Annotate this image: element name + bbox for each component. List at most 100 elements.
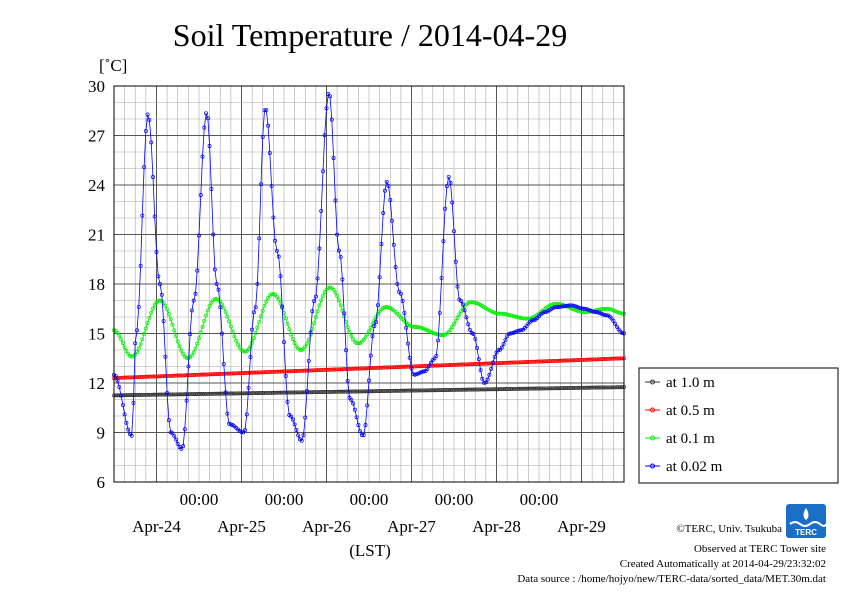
- series-point: [193, 346, 198, 351]
- series-point: [297, 390, 302, 395]
- series-point: [514, 314, 518, 319]
- series-point: [618, 311, 623, 316]
- series-point: [122, 345, 127, 350]
- series-point: [119, 337, 124, 342]
- y-tick-label: 24: [88, 176, 106, 195]
- series-point: [338, 254, 343, 259]
- series-point: [244, 412, 249, 417]
- series-point: [469, 362, 474, 367]
- series-point: [282, 340, 286, 345]
- observed-text: Observed at TERC Tower site: [694, 543, 826, 555]
- series-point: [574, 304, 579, 309]
- series-point: [135, 350, 139, 354]
- series-point: [363, 423, 368, 427]
- series-point: [292, 422, 297, 427]
- x-axis-label: (LST): [349, 541, 391, 560]
- series-point: [280, 369, 285, 374]
- series-point: [205, 116, 210, 121]
- series-point: [315, 368, 320, 373]
- series-point: [177, 373, 182, 378]
- series-point: [365, 332, 370, 337]
- series-point: [420, 388, 425, 393]
- series-point: [175, 373, 180, 378]
- series-point: [572, 385, 577, 390]
- series-point: [467, 327, 472, 332]
- series-point: [159, 392, 164, 397]
- series-point: [127, 393, 132, 398]
- series-point: [303, 415, 308, 420]
- series-point: [542, 386, 547, 391]
- series-point: [570, 303, 575, 308]
- series-point: [457, 387, 462, 392]
- series-point: [400, 388, 405, 393]
- series-point: [602, 357, 607, 361]
- series-point: [443, 206, 448, 211]
- series-point: [250, 370, 255, 375]
- terc-logo: TERC: [786, 504, 827, 538]
- series-point: [315, 309, 320, 314]
- x-tick-date-label: Apr-28: [472, 517, 521, 536]
- series-point: [305, 389, 309, 394]
- plot-frame: [113, 85, 625, 483]
- x-tick-labels: 00:00 00:00 00:00 00:00 00:00 Apr-24 Apr-25 Apr…: [132, 490, 606, 536]
- series-point: [204, 111, 209, 116]
- series-point: [317, 368, 322, 373]
- series-point: [590, 385, 595, 390]
- legend-swatch-marker: [650, 407, 655, 413]
- series-point: [250, 327, 255, 332]
- series-point: [512, 360, 517, 365]
- series-point: [572, 307, 577, 312]
- series-point: [505, 312, 510, 317]
- series-point: [273, 390, 278, 395]
- series-point: [250, 391, 255, 396]
- series-point: [475, 387, 479, 392]
- series-point: [526, 316, 531, 321]
- x-tick-time-label: 00:00: [435, 490, 474, 509]
- series-point: [547, 386, 552, 391]
- series-point: [158, 298, 162, 303]
- series-point: [127, 375, 132, 380]
- series-point: [182, 427, 187, 432]
- series-point: [230, 371, 235, 376]
- series-point: [475, 362, 479, 366]
- series-point: [443, 388, 448, 392]
- series-point: [338, 303, 343, 308]
- series-point: [225, 314, 230, 319]
- series-point: [352, 366, 357, 371]
- series-point: [609, 307, 614, 312]
- series-point: [384, 389, 389, 393]
- series-point: [179, 446, 184, 451]
- series-point: [283, 316, 288, 321]
- series-point: [234, 338, 239, 343]
- series-point: [512, 386, 517, 391]
- series-point: [473, 336, 478, 341]
- series-point: [290, 417, 295, 422]
- series-point: [402, 310, 407, 315]
- series-point: [211, 232, 216, 237]
- series-point: [152, 374, 157, 379]
- series-point: [138, 342, 143, 347]
- series-point: [583, 357, 587, 362]
- series-point: [600, 357, 605, 362]
- series-point: [584, 307, 589, 312]
- series-point: [407, 388, 412, 393]
- series-point: [195, 341, 200, 346]
- series-point: [135, 328, 139, 333]
- series-point: [372, 389, 377, 394]
- series-point: [310, 368, 315, 373]
- series-point: [503, 312, 508, 317]
- series-point: [367, 329, 371, 334]
- series-point: [370, 334, 375, 339]
- series-point: [613, 321, 618, 326]
- series-point: [321, 169, 325, 174]
- series-point: [147, 392, 152, 397]
- series-point: [425, 388, 430, 393]
- series-point: [443, 363, 448, 368]
- series-point: [198, 193, 203, 197]
- series-point: [250, 340, 255, 345]
- series-point: [122, 412, 127, 417]
- series-point: [498, 311, 502, 316]
- series-point: [209, 186, 214, 191]
- series-point: [547, 303, 552, 308]
- series-point: [558, 304, 563, 309]
